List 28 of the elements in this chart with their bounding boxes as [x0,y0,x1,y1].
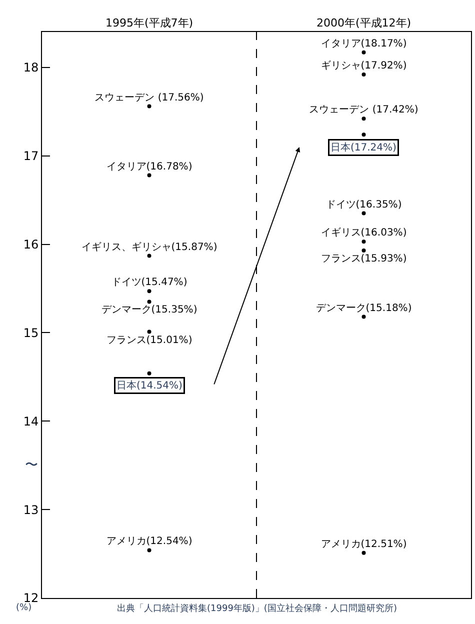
data-label: イギリス(16.03%) [320,226,407,239]
data-label: イタリア(16.78%) [106,161,192,172]
data-label: デンマーク(15.18%) [316,302,412,314]
source-note: 出典「人口統計資料集(1999年版)」(国立社会保障・人口問題研究所) [117,603,397,614]
data-label: アメリカ(12.54%) [106,536,192,548]
annotation: 日本(17.24%) [330,142,397,154]
data-label: スウェーデン (17.56%) [94,92,204,104]
data-label: イギリス、ギリシャ(15.87%) [81,240,218,253]
y-axis-title: (%) [16,603,32,613]
text: 〜 [25,458,38,473]
x-tick-label: 1995年(平成7年) [105,16,194,30]
data-label: デンマーク(15.35%) [101,304,198,316]
y-tick-label: 15 [23,326,39,340]
y-tick-label: 13 [23,502,39,517]
annotation: 日本(14.54%) [116,380,183,392]
y-tick-label: 16 [23,237,39,252]
data-label: ドイツ(15.47%) [111,277,188,288]
x-tick-label: 2000年(平成12年) [316,16,412,30]
data-label: フランス(15.01%) [106,334,192,346]
data-label: アメリカ(12.51%) [320,538,407,550]
data-label: フランス(15.93%) [320,253,407,264]
data-label: ギリシャ(17.92%) [320,59,407,72]
y-tick-label: 17 [23,149,39,164]
data-label: ドイツ(16.35%) [326,199,402,210]
y-tick-label: 14 [23,414,39,428]
y-tick-label: 18 [23,60,39,75]
data-label: イタリア(18.17%) [320,38,407,50]
data-label: スウェーデン (17.42%) [309,104,418,116]
